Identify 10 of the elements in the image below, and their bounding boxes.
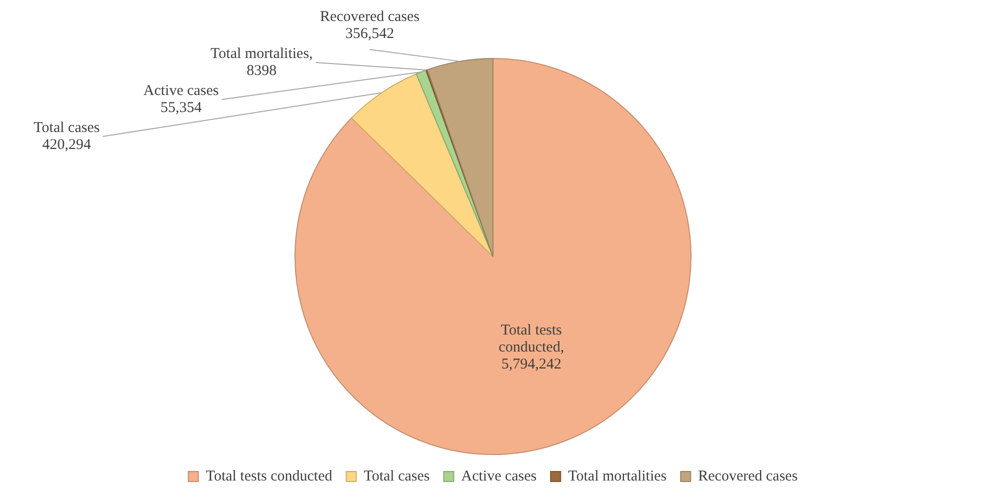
legend-label: Recovered cases [698,468,798,484]
data-label: Total mortalities, 8398 [210,46,313,79]
legend-label: Total tests conducted [206,468,333,484]
data-label: Total cases 420,294 [34,120,100,153]
data-label: Total tests conducted, 5,794,242 [498,322,564,373]
legend-label: Active cases [461,468,537,484]
data-label: Active cases 55,354 [143,82,219,116]
legend-label: Total cases [364,468,430,484]
legend-label: Total mortalities [568,468,667,484]
data-label: Recovered cases 356,542 [320,8,420,42]
